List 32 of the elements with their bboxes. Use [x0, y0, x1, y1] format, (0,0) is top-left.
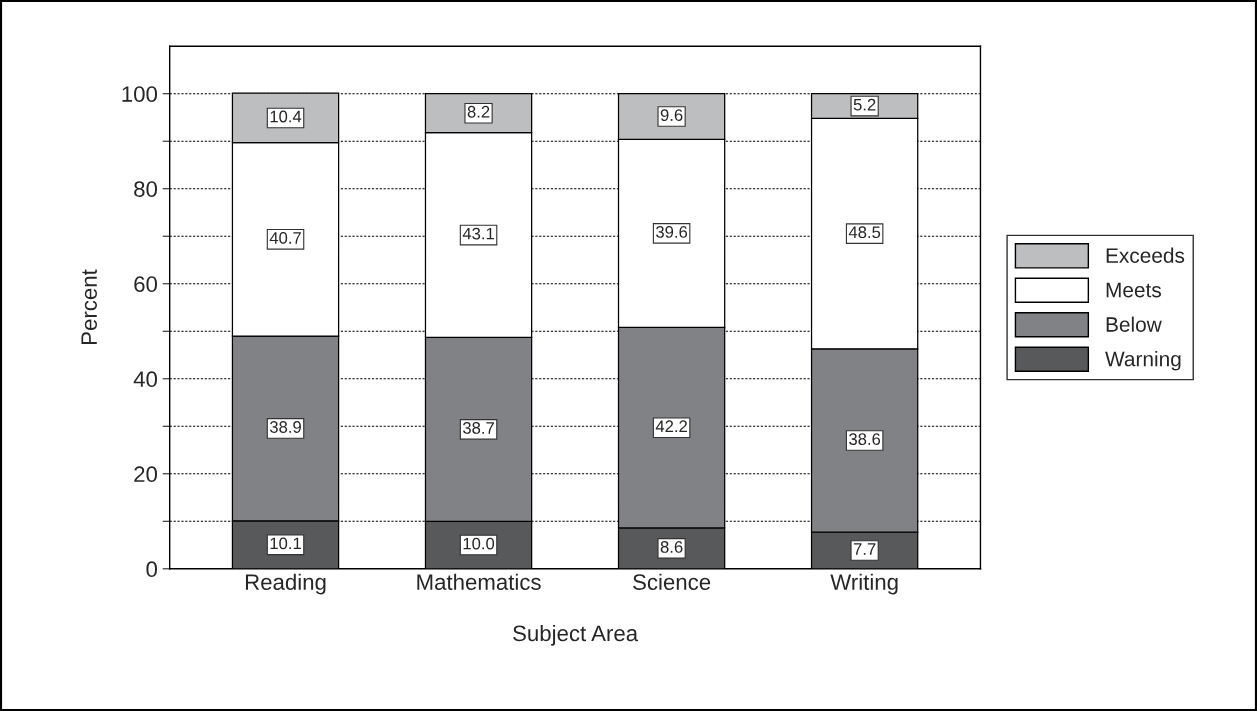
x-tick-label: Writing	[830, 573, 898, 595]
y-tick-label: 0	[146, 561, 158, 578]
y-tick-label: 40	[133, 371, 158, 388]
data-label: 5.2	[853, 98, 876, 111]
data-label: 10.1	[270, 537, 301, 550]
x-tick-label: Reading	[245, 573, 326, 595]
y-tick-label: 60	[134, 276, 158, 293]
data-label: 43.1	[462, 227, 494, 240]
data-label: 9.6	[660, 109, 683, 121]
x-tick-label: Mathematics	[417, 573, 541, 590]
x-axis-title: Subject Area	[513, 624, 639, 646]
y-axis-title: Percent	[81, 269, 97, 344]
y-tick-label: 20	[134, 466, 158, 483]
data-label: 8.6	[660, 541, 683, 553]
x-tick-label: Science	[633, 573, 711, 590]
y-tick-label: 100	[122, 86, 158, 102]
data-label: 8.2	[467, 105, 490, 118]
data-label: 7.7	[853, 543, 876, 555]
data-label: 10.4	[270, 110, 302, 123]
legend-label: Below	[1106, 316, 1162, 332]
data-label: 48.5	[848, 226, 881, 239]
legend-label: Warning	[1105, 351, 1181, 371]
legend-label: Meets	[1106, 282, 1161, 298]
legend-label: Exceeds	[1106, 247, 1185, 263]
data-label: 38.9	[269, 421, 301, 433]
data-label: 38.7	[462, 422, 494, 434]
data-label: 38.6	[849, 433, 881, 445]
y-tick-label: 80	[134, 181, 158, 198]
data-label: 10.0	[463, 537, 495, 550]
data-label: 42.2	[655, 420, 687, 433]
data-label: 40.7	[269, 232, 301, 244]
data-label: 39.6	[656, 226, 688, 238]
